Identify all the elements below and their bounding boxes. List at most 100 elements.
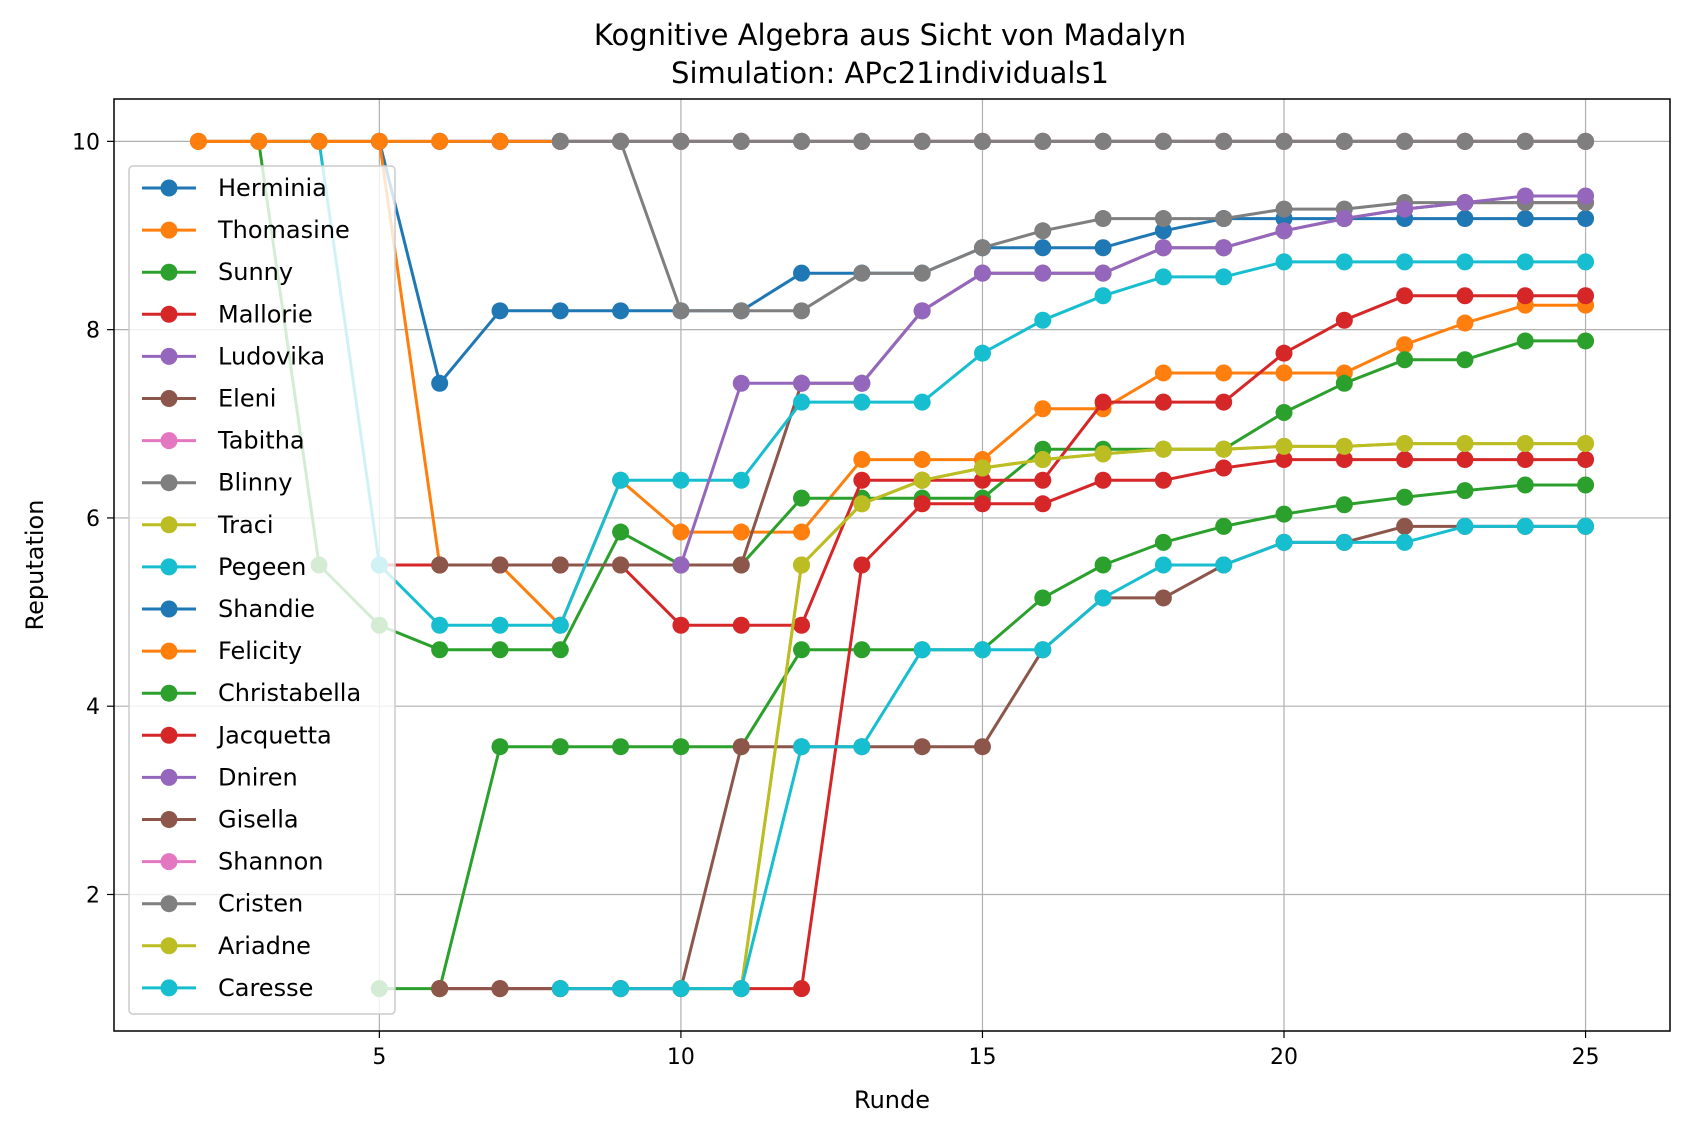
data-point [1094, 264, 1112, 282]
data-point [1034, 400, 1052, 418]
data-point [1456, 351, 1474, 369]
data-point [1154, 533, 1172, 551]
y-tick-label: 10 [72, 130, 100, 155]
data-point [973, 459, 991, 477]
data-point [1215, 268, 1233, 286]
legend-entry: Herminia [142, 174, 327, 202]
data-point [1215, 132, 1233, 150]
data-point [1094, 393, 1112, 411]
legend-label: Dniren [218, 763, 298, 791]
data-point [973, 471, 991, 489]
legend-marker [160, 179, 178, 197]
data-point [732, 302, 750, 320]
data-point [853, 264, 871, 282]
data-point [1154, 393, 1172, 411]
legend-marker [160, 979, 178, 997]
data-point [1396, 200, 1414, 218]
data-point [793, 556, 811, 574]
data-point [1577, 517, 1595, 535]
data-point [913, 302, 931, 320]
y-tick-label: 2 [86, 883, 100, 908]
data-point [491, 132, 509, 150]
data-point [1094, 445, 1112, 463]
data-point [793, 132, 811, 150]
data-point [793, 489, 811, 507]
data-point [1577, 287, 1595, 305]
data-point [1275, 505, 1293, 523]
data-point [1034, 239, 1052, 257]
data-point [913, 264, 931, 282]
data-point [1154, 440, 1172, 458]
data-point [913, 641, 931, 659]
legend-entry: Eleni [142, 385, 276, 413]
data-point [1335, 533, 1353, 551]
data-point [1034, 132, 1052, 150]
data-point [973, 495, 991, 513]
data-point [1094, 132, 1112, 150]
data-point [1335, 496, 1353, 514]
legend-label: Shannon [218, 848, 323, 876]
legend-label: Eleni [218, 385, 276, 413]
data-point [1456, 287, 1474, 305]
data-point [431, 556, 449, 574]
legend-label: Pegeen [218, 553, 306, 581]
data-point [793, 616, 811, 634]
data-point [1396, 451, 1414, 469]
data-point [431, 616, 449, 634]
data-point [853, 738, 871, 756]
data-point [491, 302, 509, 320]
data-point [793, 264, 811, 282]
data-point [551, 980, 569, 998]
legend-marker [160, 937, 178, 955]
data-point [1215, 210, 1233, 228]
legend-marker [160, 432, 178, 450]
data-point [1577, 132, 1595, 150]
legend-entry: Jacquetta [142, 721, 332, 749]
series-dniren [672, 187, 1595, 574]
data-point [1094, 471, 1112, 489]
data-point [973, 264, 991, 282]
legend-label: Ariadne [218, 932, 311, 960]
x-axis-label: Runde [854, 1086, 930, 1114]
data-point [1154, 268, 1172, 286]
data-point [612, 738, 630, 756]
data-point [1094, 556, 1112, 574]
data-point [1577, 210, 1595, 228]
y-tick-label: 8 [86, 319, 100, 344]
data-point [732, 374, 750, 392]
data-point [913, 738, 931, 756]
data-point [1335, 311, 1353, 329]
data-point [1577, 332, 1595, 350]
data-point [491, 980, 509, 998]
legend-entry: Ariadne [142, 932, 311, 960]
data-point [732, 980, 750, 998]
data-point [1396, 132, 1414, 150]
data-point [1456, 210, 1474, 228]
data-point [1516, 435, 1534, 453]
legend-entry: Pegeen [142, 553, 306, 581]
data-point [1154, 132, 1172, 150]
data-point [672, 302, 690, 320]
data-point [1516, 332, 1534, 350]
legend-entry: Gisella [142, 806, 299, 834]
data-point [853, 451, 871, 469]
legend-entry: Tabitha [142, 427, 305, 455]
data-point [1034, 451, 1052, 469]
data-point [1275, 437, 1293, 455]
data-point [612, 302, 630, 320]
data-point [1094, 239, 1112, 257]
data-point [793, 523, 811, 541]
chart-subtitle: Simulation: APc21individuals1 [671, 56, 1109, 90]
data-point [973, 344, 991, 362]
data-point [612, 132, 630, 150]
data-point [1275, 200, 1293, 218]
data-point [1456, 451, 1474, 469]
data-point [1516, 132, 1534, 150]
data-point [853, 132, 871, 150]
data-point [310, 132, 328, 150]
data-point [672, 556, 690, 574]
legend-marker [160, 263, 178, 281]
data-point [551, 641, 569, 659]
data-point [189, 132, 207, 150]
data-point [1034, 495, 1052, 513]
